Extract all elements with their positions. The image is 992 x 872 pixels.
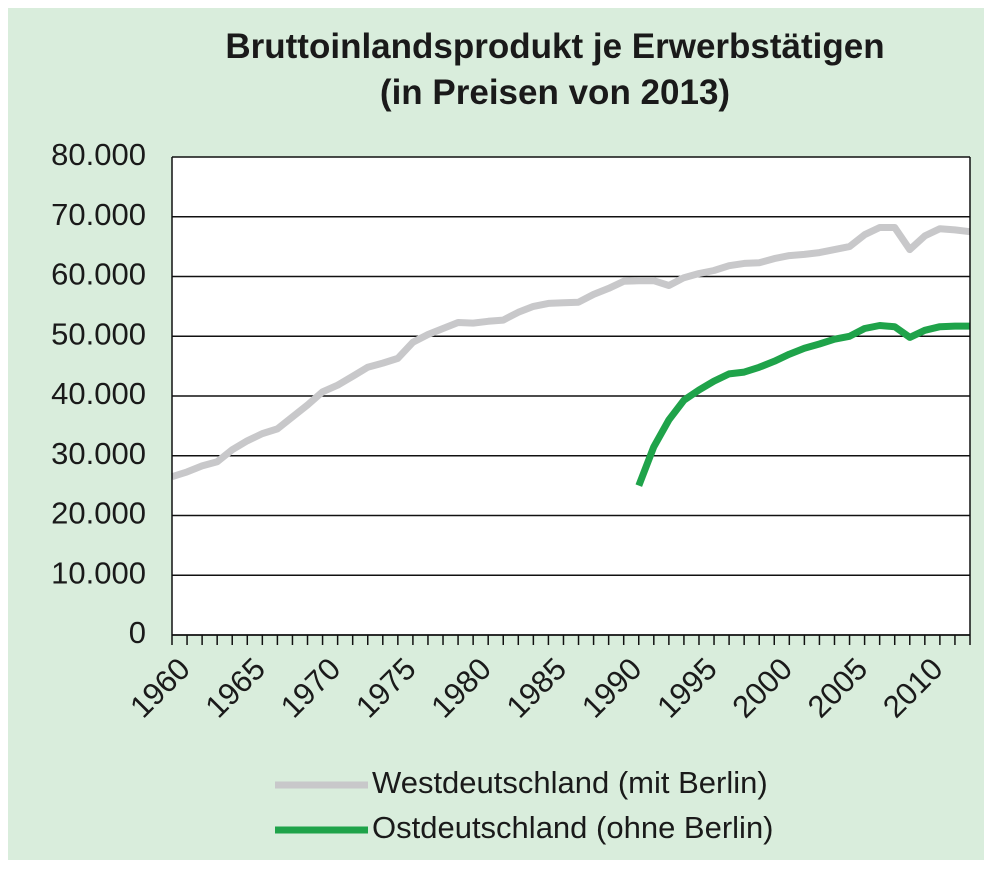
y-tick-label: 10.000 bbox=[51, 555, 146, 590]
legend-label: Ostdeutschland (ohne Berlin) bbox=[372, 810, 774, 845]
y-tick-label: 30.000 bbox=[51, 436, 146, 471]
lines bbox=[170, 224, 971, 487]
legend: Westdeutschland (mit Berlin) Ostdeutschla… bbox=[275, 765, 774, 845]
chart-subtitle: (in Preisen von 2013) bbox=[380, 73, 730, 112]
y-tick-label: 50.000 bbox=[51, 316, 146, 351]
y-tick-label: 20.000 bbox=[51, 496, 146, 531]
chart-title: Bruttoinlandsprodukt je Erwerbstätigen bbox=[225, 27, 884, 66]
line-series bbox=[170, 224, 971, 481]
y-tick-label: 80.000 bbox=[51, 137, 146, 172]
legend-label: Westdeutschland (mit Berlin) bbox=[372, 765, 768, 800]
y-tick-label: 40.000 bbox=[51, 376, 146, 411]
y-tick-label: 70.000 bbox=[51, 197, 146, 232]
y-tick-label: 60.000 bbox=[51, 257, 146, 292]
y-tick-label: 0 bbox=[129, 615, 146, 650]
line-series bbox=[635, 322, 970, 487]
